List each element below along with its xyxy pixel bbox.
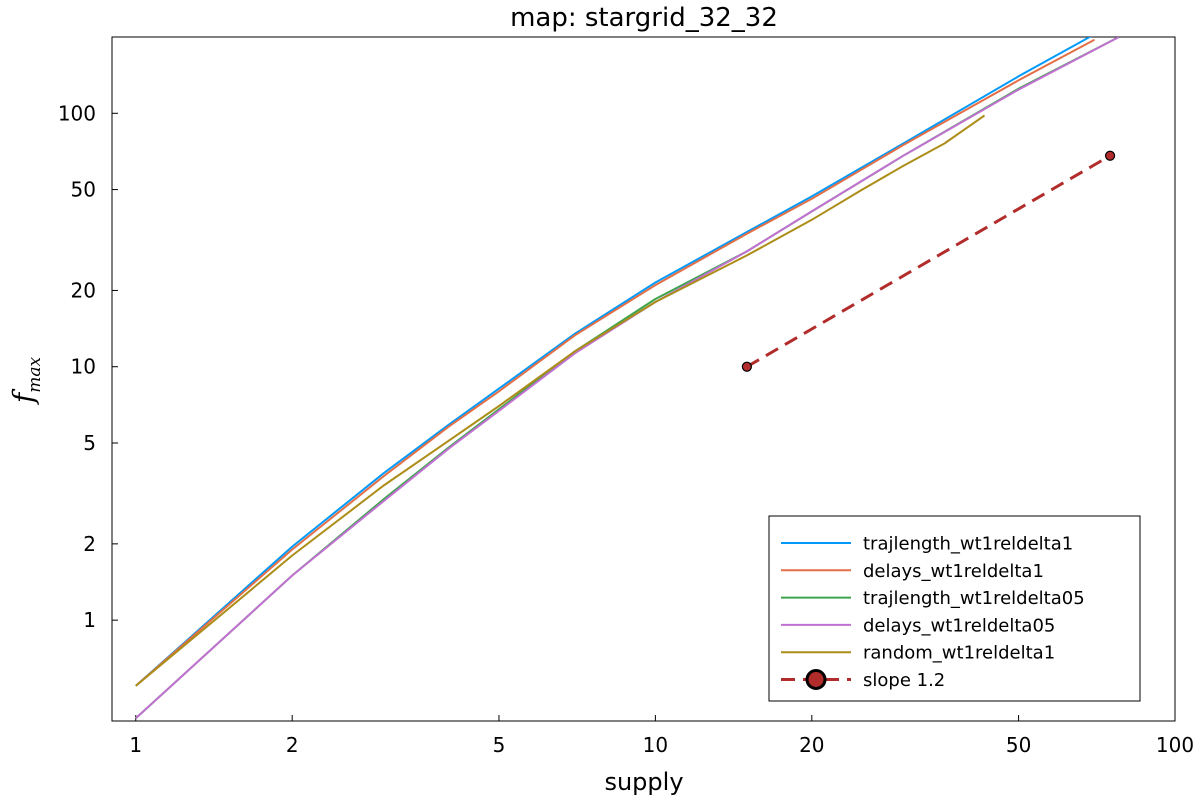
x-axis-ticks: 1 2 5 10 20 50 100: [129, 715, 1194, 757]
legend-label: delays_wt1reldelta05: [863, 615, 1055, 636]
legend-label: slope 1.2: [863, 670, 945, 691]
y-tick-label: 5: [83, 431, 96, 455]
y-tick-label: 2: [83, 532, 96, 556]
series-marker: [1104, 150, 1116, 161]
y-tick-label: 10: [71, 355, 96, 379]
legend: trajlength_wt1reldelta1 delays_wt1reldelt…: [768, 515, 1141, 702]
x-tick-label: 2: [286, 733, 299, 757]
legend-label: random_wt1reldelta1: [863, 643, 1055, 664]
y-tick-label: 50: [71, 178, 96, 202]
x-tick-label: 100: [1156, 733, 1194, 757]
x-axis-title: supply: [604, 768, 683, 796]
x-tick-label: 1: [129, 733, 142, 757]
y-tick-label: 20: [71, 278, 96, 302]
series-line-5: [746, 154, 1111, 368]
series-line-0: [135, 37, 1092, 687]
y-axis-ticks: 1 2 5 10 20 50 100: [58, 101, 118, 632]
x-tick-label: 50: [1006, 733, 1031, 757]
series-layer: [135, 37, 1120, 720]
legend-marker: [805, 669, 827, 690]
legend-label: trajlength_wt1reldelta05: [863, 588, 1085, 609]
y-axis-title: fmax: [7, 356, 45, 405]
x-tick-label: 5: [493, 733, 506, 757]
legend-label: trajlength_wt1reldelta1: [863, 534, 1073, 555]
y-tick-label: 100: [58, 101, 96, 125]
series-marker: [741, 361, 752, 372]
chart-title: map: stargrid_32_32: [510, 3, 778, 33]
y-tick-label: 1: [83, 608, 96, 632]
svg-text:fmax: fmax: [7, 356, 45, 405]
legend-label: delays_wt1reldelta1: [863, 561, 1044, 582]
x-tick-label: 20: [799, 733, 824, 757]
series-line-1: [135, 38, 1095, 687]
x-tick-label: 10: [643, 733, 668, 757]
series-line-4: [135, 114, 986, 687]
y-axis-title-subscript: max: [25, 356, 45, 392]
legend-box: [768, 515, 1141, 702]
plot-frame: [111, 36, 1176, 722]
